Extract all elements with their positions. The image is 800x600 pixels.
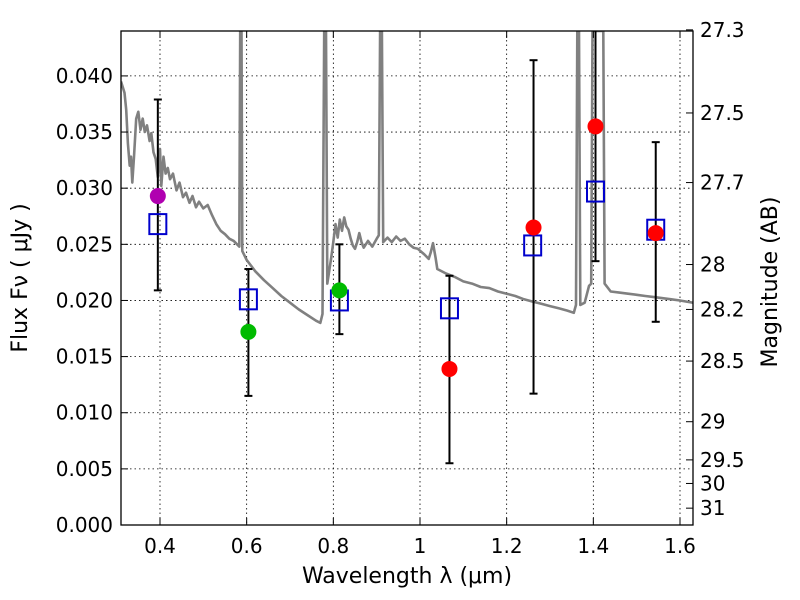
model-marker-layer (148, 180, 666, 320)
y-axis-label: Flux Fν ( μJy ) (8, 203, 33, 352)
y-tick-label: 0.020 (56, 288, 113, 312)
x-tick-label: 1.2 (491, 534, 523, 558)
model-flux-marker (586, 180, 605, 203)
y2-tick-label: 29 (700, 410, 725, 434)
plot-frame (120, 30, 694, 526)
model-flux-marker (148, 213, 168, 236)
x-tick-label: 0.6 (231, 534, 263, 558)
observed-flux-point (525, 219, 542, 236)
x-axis-label: Wavelength λ (μm) (302, 564, 512, 589)
y-tick-label: 0.035 (56, 120, 113, 144)
y2-tick-label: 31 (700, 496, 725, 520)
y2-tick-label: 27.3 (700, 18, 745, 42)
model-flux-marker (523, 234, 543, 257)
observed-flux-point (240, 323, 257, 340)
y2-tick-label: 28.2 (700, 297, 745, 321)
observed-flux-point (441, 360, 458, 377)
observed-flux-point (149, 188, 166, 205)
y-axis: 0.000 0.005 0.010 0.015 0.020 0.025 0.030 0.035… (56, 64, 128, 537)
y-tick-label: 0.040 (56, 64, 113, 88)
y2-tick-label: 29.5 (700, 448, 745, 472)
observed-flux-point (331, 282, 348, 299)
observed-flux-point (587, 118, 604, 135)
x-tick-label: 0.8 (317, 534, 349, 558)
x-tick-label: 1 (414, 534, 427, 558)
y-tick-label: 0.030 (56, 176, 113, 200)
model-flux-marker (238, 288, 258, 311)
y2-tick-label: 27.7 (700, 171, 745, 195)
y-tick-label: 0.015 (56, 345, 113, 369)
plot-area (121, 31, 693, 525)
y2-tick-label: 30 (700, 471, 725, 495)
y2-tick-label: 28.5 (700, 349, 745, 373)
y-tick-label: 0.010 (56, 401, 113, 425)
template-spectrum-layer (121, 31, 693, 325)
y2-tick-label: 27.5 (700, 101, 745, 125)
x-tick-label: 1.6 (664, 534, 696, 558)
x-tick-label: 1.4 (577, 534, 609, 558)
y2-axis-label: Magnitude (AB) (758, 197, 783, 368)
model-flux-marker (439, 297, 459, 320)
observed-flux-point (647, 225, 664, 242)
y-tick-label: 0.025 (56, 232, 113, 256)
y-tick-label: 0.005 (56, 457, 113, 481)
x-tick-label: 0.4 (144, 534, 176, 558)
template-spectrum-line (121, 31, 693, 325)
observed-marker-layer (149, 118, 664, 377)
y-tick-label: 0.000 (56, 513, 113, 537)
x-axis: 0.4 0.6 0.8 1 1.2 1.4 1.6 (144, 31, 696, 558)
y2-tick-label: 28 (700, 253, 725, 277)
